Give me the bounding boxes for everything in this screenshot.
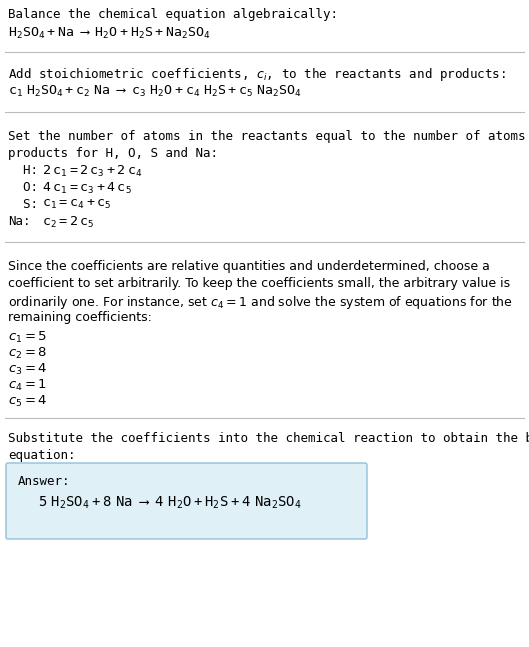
Text: products for H, O, S and Na:: products for H, O, S and Na: (8, 147, 218, 160)
Text: Na:: Na: (8, 215, 31, 228)
Text: $c_1 = 5$: $c_1 = 5$ (8, 330, 47, 345)
Text: $c_4 = 1$: $c_4 = 1$ (8, 378, 47, 393)
Text: S:: S: (8, 198, 38, 211)
Text: Add stoichiometric coefficients, $c_i$, to the reactants and products:: Add stoichiometric coefficients, $c_i$, … (8, 66, 506, 83)
Text: $c_3 = 4$: $c_3 = 4$ (8, 362, 48, 377)
Text: equation:: equation: (8, 449, 76, 462)
Text: $\mathtt{\ c_1 = c_4 + c_5}$: $\mathtt{\ c_1 = c_4 + c_5}$ (38, 198, 112, 211)
Text: Balance the chemical equation algebraically:: Balance the chemical equation algebraica… (8, 8, 338, 21)
Text: $\mathtt{c_1\ H_2SO_4 + c_2\ Na\ \longrightarrow\ c_3\ H_2O + c_4\ H_2S + c_5\ N: $\mathtt{c_1\ H_2SO_4 + c_2\ Na\ \longri… (8, 84, 302, 99)
Text: $\mathtt{5\ H_2SO_4 + 8\ Na\ \longrightarrow\ 4\ H_2O + H_2S + 4\ Na_2SO_4}$: $\mathtt{5\ H_2SO_4 + 8\ Na\ \longrighta… (38, 495, 302, 511)
Text: remaining coefficients:: remaining coefficients: (8, 311, 152, 324)
Text: Substitute the coefficients into the chemical reaction to obtain the balanced: Substitute the coefficients into the che… (8, 432, 529, 445)
Text: ordinarily one. For instance, set $c_4 = 1$ and solve the system of equations fo: ordinarily one. For instance, set $c_4 =… (8, 294, 513, 311)
Text: H:: H: (8, 164, 38, 177)
FancyBboxPatch shape (6, 463, 367, 539)
Text: $\mathtt{\ 4\,c_1 = c_3 + 4\,c_5}$: $\mathtt{\ 4\,c_1 = c_3 + 4\,c_5}$ (38, 181, 132, 196)
Text: Set the number of atoms in the reactants equal to the number of atoms in the: Set the number of atoms in the reactants… (8, 130, 529, 143)
Text: O:: O: (8, 181, 38, 194)
Text: $\mathtt{\ c_2 = 2\,c_5}$: $\mathtt{\ c_2 = 2\,c_5}$ (38, 215, 95, 230)
Text: $c_5 = 4$: $c_5 = 4$ (8, 394, 48, 409)
Text: $\mathtt{\ 2\,c_1 = 2\,c_3 + 2\,c_4}$: $\mathtt{\ 2\,c_1 = 2\,c_3 + 2\,c_4}$ (38, 164, 142, 179)
Text: Answer:: Answer: (18, 475, 70, 488)
Text: $\mathtt{H_2SO_4 + Na\ \longrightarrow\ H_2O + H_2S + Na_2SO_4}$: $\mathtt{H_2SO_4 + Na\ \longrightarrow\ … (8, 26, 211, 41)
Text: coefficient to set arbitrarily. To keep the coefficients small, the arbitrary va: coefficient to set arbitrarily. To keep … (8, 277, 510, 290)
Text: $c_2 = 8$: $c_2 = 8$ (8, 346, 47, 361)
Text: Since the coefficients are relative quantities and underdetermined, choose a: Since the coefficients are relative quan… (8, 260, 490, 273)
